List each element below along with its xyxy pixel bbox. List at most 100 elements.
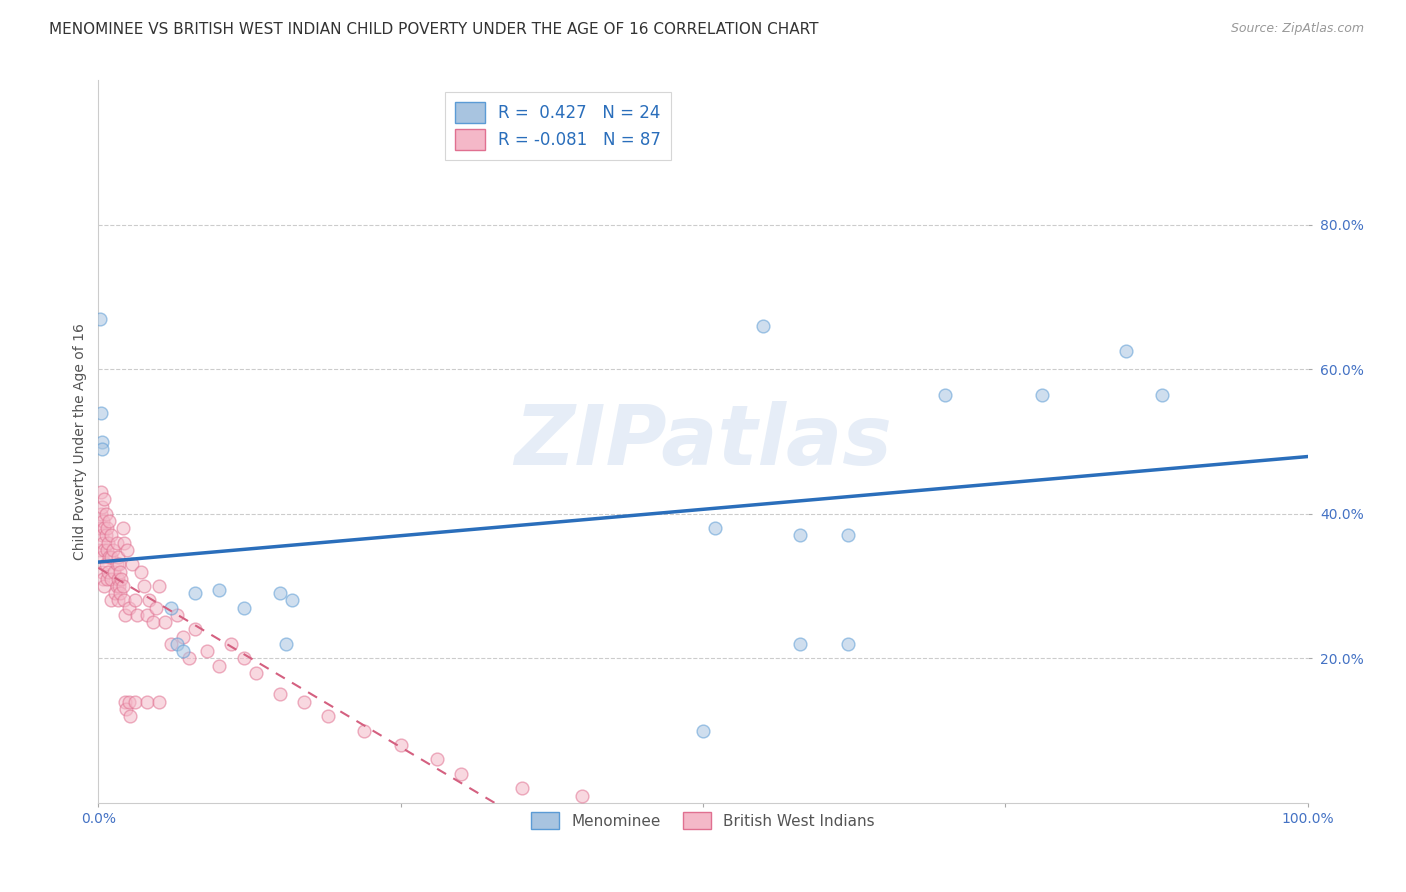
Point	[105, 535, 128, 549]
Point	[112, 593, 135, 607]
Point	[292, 695, 315, 709]
Point	[134, 579, 156, 593]
Point	[90, 406, 112, 420]
Point	[89, 521, 111, 535]
Point	[114, 607, 136, 622]
Point	[153, 615, 176, 630]
Text: ZIPatlas: ZIPatlas	[515, 401, 891, 482]
Point	[91, 514, 114, 528]
Point	[127, 607, 149, 622]
Point	[96, 542, 118, 557]
Point	[93, 579, 115, 593]
Point	[184, 586, 207, 600]
Point	[105, 558, 128, 572]
Point	[1115, 344, 1137, 359]
Point	[118, 709, 141, 723]
Point	[135, 695, 157, 709]
Point	[91, 565, 114, 579]
Point	[91, 528, 114, 542]
Point	[108, 579, 131, 593]
Point	[117, 542, 139, 557]
Point	[450, 767, 472, 781]
Point	[124, 695, 146, 709]
Point	[269, 586, 291, 600]
Point	[91, 442, 114, 456]
Point	[129, 565, 152, 579]
Point	[208, 658, 231, 673]
Point	[389, 738, 412, 752]
Point	[426, 752, 449, 766]
Point	[96, 572, 118, 586]
Point	[104, 586, 127, 600]
Point	[160, 600, 183, 615]
Point	[118, 695, 141, 709]
Point	[91, 535, 114, 549]
Point	[232, 600, 254, 615]
Point	[142, 615, 165, 630]
Legend: Menominee, British West Indians: Menominee, British West Indians	[526, 806, 880, 835]
Text: Source: ZipAtlas.com: Source: ZipAtlas.com	[1230, 22, 1364, 36]
Point	[111, 521, 134, 535]
Point	[91, 550, 114, 565]
Point	[90, 507, 112, 521]
Point	[91, 572, 114, 586]
Point	[100, 550, 122, 565]
Point	[114, 695, 136, 709]
Point	[837, 528, 859, 542]
Point	[232, 651, 254, 665]
Point	[90, 485, 112, 500]
Point	[1152, 387, 1174, 401]
Point	[107, 550, 129, 565]
Point	[100, 528, 122, 542]
Point	[166, 637, 188, 651]
Point	[789, 528, 811, 542]
Point	[510, 781, 533, 796]
Point	[91, 434, 114, 449]
Point	[172, 644, 194, 658]
Point	[148, 579, 170, 593]
Point	[94, 528, 117, 542]
Point	[837, 637, 859, 651]
Point	[274, 637, 297, 651]
Point	[108, 558, 131, 572]
Point	[179, 651, 201, 665]
Point	[107, 593, 129, 607]
Point	[245, 665, 267, 680]
Point	[166, 607, 188, 622]
Point	[172, 630, 194, 644]
Point	[148, 695, 170, 709]
Point	[97, 535, 120, 549]
Point	[105, 579, 128, 593]
Point	[94, 507, 117, 521]
Point	[115, 702, 138, 716]
Point	[121, 558, 143, 572]
Point	[112, 535, 135, 549]
Point	[89, 311, 111, 326]
Point	[138, 593, 160, 607]
Point	[124, 593, 146, 607]
Point	[934, 387, 956, 401]
Point	[221, 637, 243, 651]
Point	[89, 542, 111, 557]
Point	[692, 723, 714, 738]
Point	[789, 637, 811, 651]
Point	[195, 644, 218, 658]
Point	[103, 565, 125, 579]
Point	[94, 558, 117, 572]
Point	[93, 521, 115, 535]
Point	[98, 514, 121, 528]
Point	[269, 687, 291, 701]
Point	[96, 521, 118, 535]
Point	[118, 600, 141, 615]
Y-axis label: Child Poverty Under the Age of 16: Child Poverty Under the Age of 16	[73, 323, 87, 560]
Point	[281, 593, 304, 607]
Point	[752, 318, 775, 333]
Point	[107, 572, 129, 586]
Point	[108, 565, 131, 579]
Point	[100, 593, 122, 607]
Point	[184, 623, 207, 637]
Point	[1031, 387, 1053, 401]
Point	[101, 542, 124, 557]
Point	[93, 542, 115, 557]
Point	[208, 582, 231, 597]
